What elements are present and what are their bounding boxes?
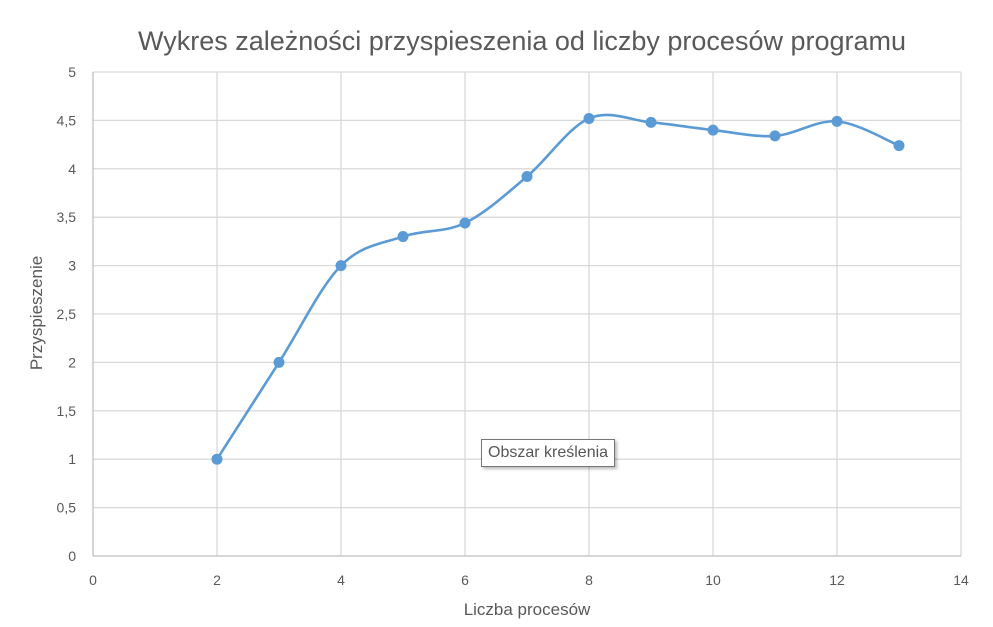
y-tick-label: 4 [68,161,76,177]
x-axis-title: Liczba procesów [464,600,591,619]
y-tick-label: 1,5 [57,403,77,419]
data-point [273,356,285,368]
data-point [211,453,223,465]
x-tick-label: 0 [89,572,97,588]
x-tick-label: 10 [705,572,721,588]
y-tick-label: 0,5 [57,500,77,516]
y-tick-label: 3,5 [57,209,77,225]
x-tick-label: 12 [829,572,845,588]
series-line [215,113,901,461]
data-point [707,124,719,136]
data-point [583,112,595,124]
x-tick-label: 6 [461,572,469,588]
data-point [397,231,409,243]
y-tick-label: 4,5 [57,112,77,128]
data-point [335,260,347,272]
y-tick-label: 0 [68,548,76,564]
data-point [769,130,781,142]
data-point [893,140,905,152]
x-tick-label: 4 [337,572,345,588]
x-tick-label: 14 [953,572,969,588]
y-tick-label: 3 [68,258,76,274]
y-tick-label: 2 [68,354,76,370]
data-point [645,116,657,128]
series-layer [211,112,905,465]
y-tick-label: 2,5 [57,306,77,322]
x-tick-label: 2 [213,572,221,588]
data-point [521,171,533,183]
data-point [831,115,843,127]
plot-area-tooltip: Obszar kreślenia [481,439,616,467]
y-axis-title: Przyspieszenie [27,256,46,370]
x-tick-label: 8 [585,572,593,588]
tick-labels: 0 0,5 1 1,5 2 2,5 3 3,5 4 4,5 5 0 2 4 6 8 10 12 14 [57,64,969,588]
axes [92,72,961,557]
y-tick-label: 1 [68,451,76,467]
gridlines [93,71,962,556]
chart-title: Wykres zależności przyspieszenia od licz… [138,26,906,56]
data-point [459,217,471,229]
y-tick-label: 5 [68,64,76,80]
